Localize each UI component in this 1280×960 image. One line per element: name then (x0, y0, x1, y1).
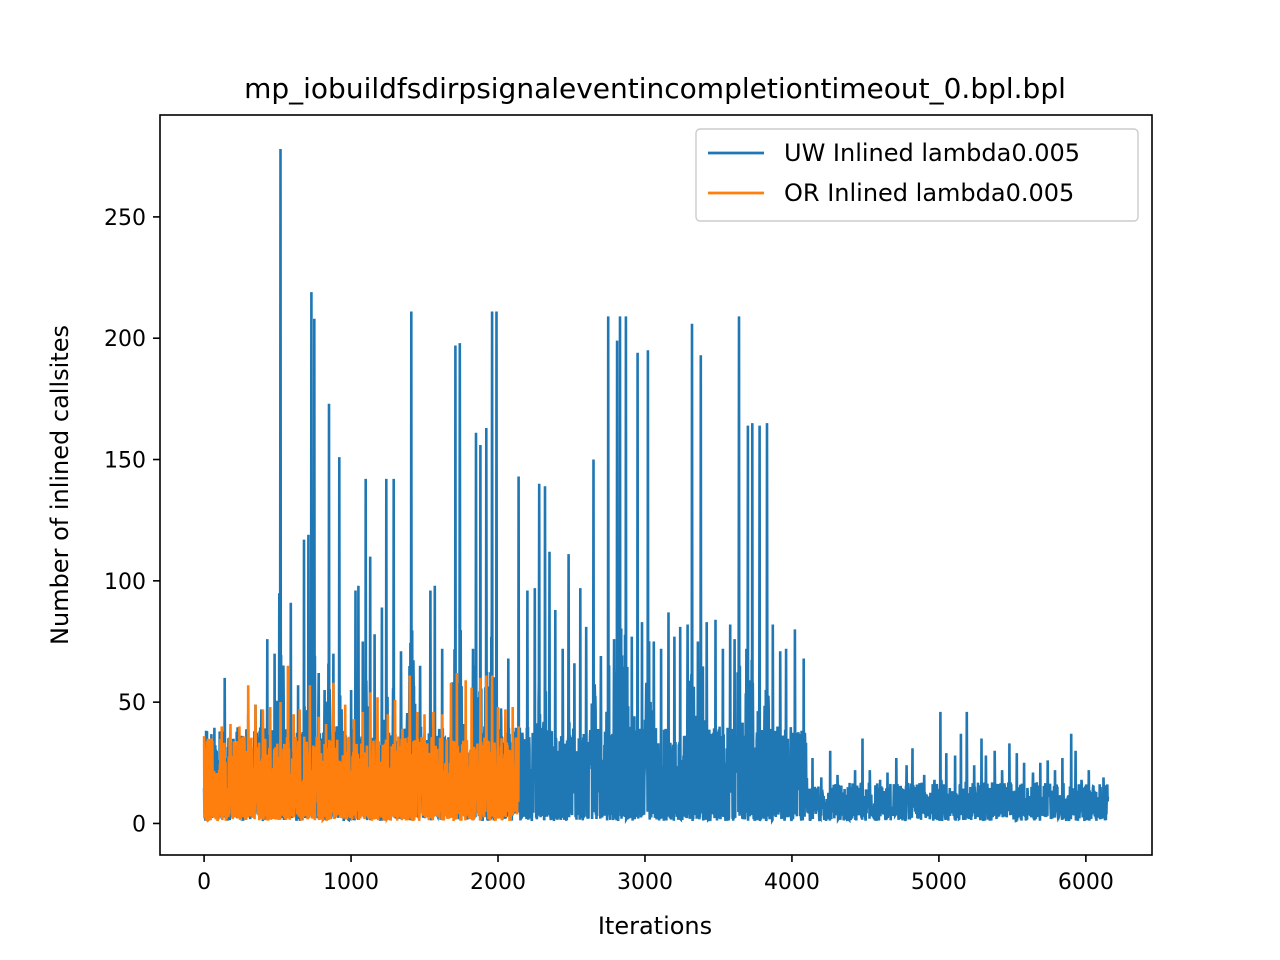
series-line-or-inlined (202, 665, 520, 824)
axes-frame (159, 114, 1153, 856)
plot-area (202, 148, 1110, 825)
legend-entry-label: UW Inlined lambda0.005 (784, 139, 1080, 167)
y-tick-label: 0 (132, 812, 146, 837)
y-tick-label: 100 (104, 570, 146, 595)
y-tick-label: 250 (104, 206, 146, 231)
y-tick-label: 150 (104, 449, 146, 474)
x-tick-label: 5000 (911, 870, 967, 895)
axes: 0 1000 2000 3000 4000 5000 6000 0 50 100 150 200 250 (104, 114, 1153, 895)
x-tick-label: 1000 (323, 870, 379, 895)
x-tick-label: 4000 (764, 870, 820, 895)
x-tick-label: 2000 (470, 870, 526, 895)
chart-title: mp_iobuildfsdirpsignaleventincompletiont… (244, 72, 1066, 105)
legend-entry-label: OR Inlined lambda0.005 (784, 179, 1074, 207)
y-tick-label: 200 (104, 327, 146, 352)
x-tick-label: 0 (197, 870, 211, 895)
y-axis-label: Number of inlined callsites (46, 325, 74, 645)
x-tick-label: 3000 (617, 870, 673, 895)
legend: UW Inlined lambda0.005 OR Inlined lambda0… (695, 128, 1139, 222)
x-axis-label: Iterations (598, 912, 712, 940)
legend-box (695, 128, 1139, 222)
x-tick-label: 6000 (1058, 870, 1114, 895)
y-tick-label: 50 (118, 691, 146, 716)
